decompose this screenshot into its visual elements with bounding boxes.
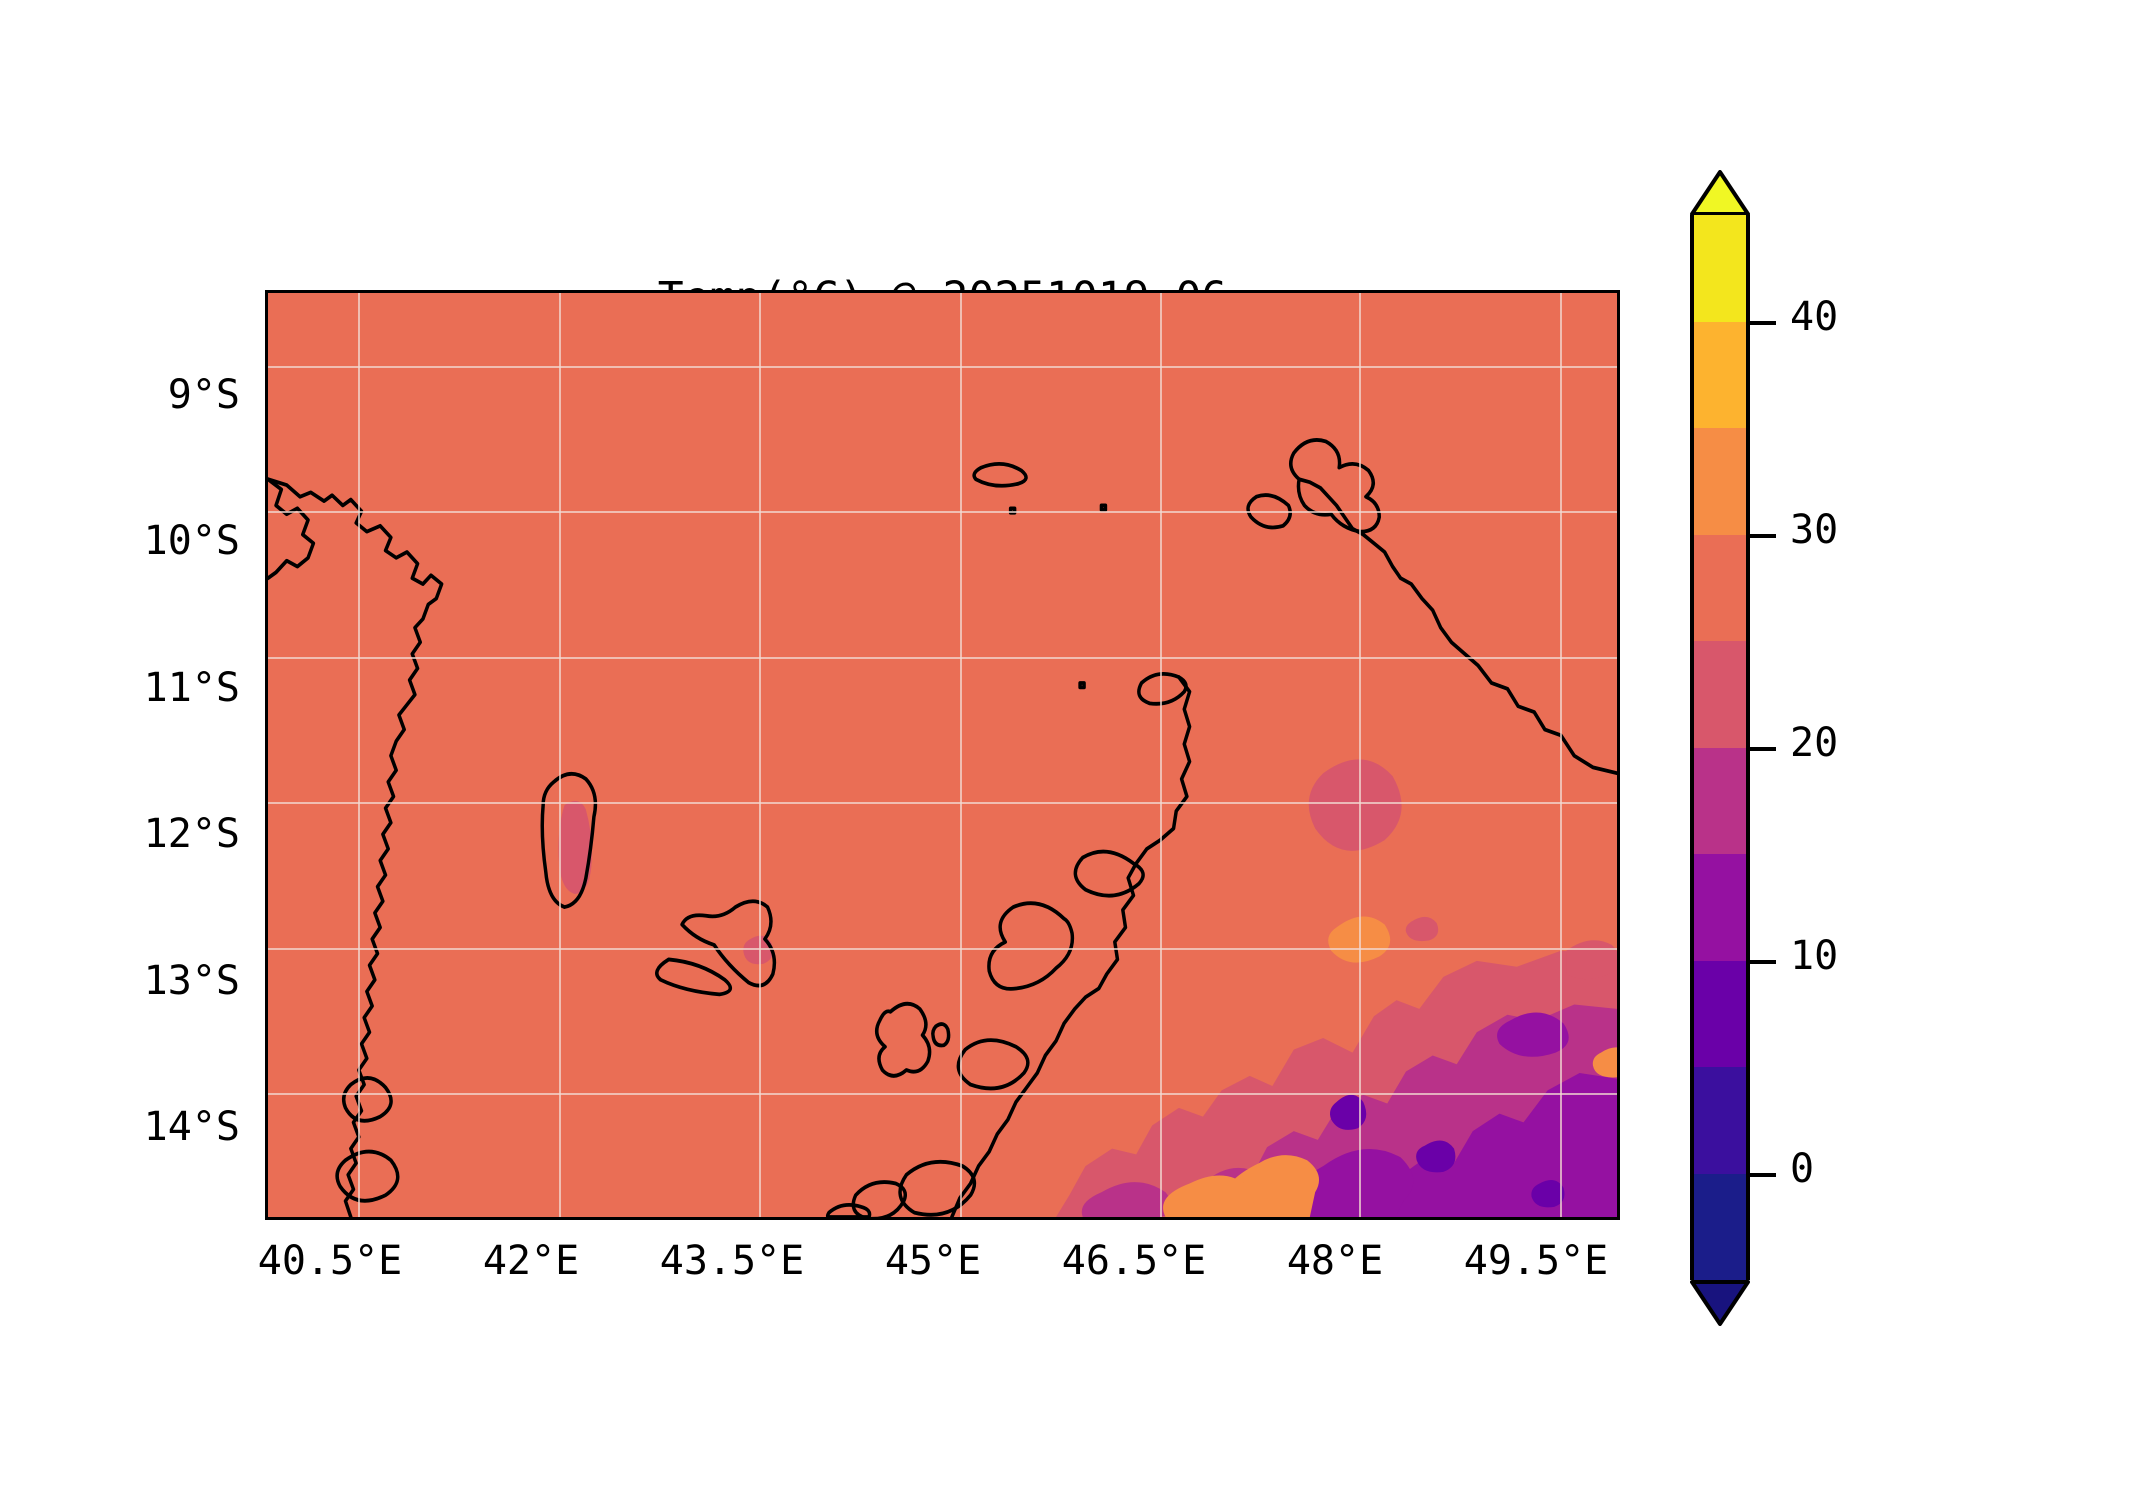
colorbar-band-20-25	[1690, 641, 1750, 748]
colorbar-ticklabel-0: 0	[1790, 1146, 1815, 1192]
coastline-mayotte-islet	[931, 1022, 951, 1048]
colorbar-tick-40	[1750, 321, 1776, 325]
coastline-madagascar-west	[950, 675, 1192, 1217]
band-5-10-kernel-b	[1329, 1094, 1367, 1130]
colorbar: 40 30 20 10 0	[1690, 170, 1838, 1326]
coastline-madagascar-peninsula	[987, 901, 1075, 991]
temperature-contour-field	[268, 293, 1617, 1217]
coastline-islet-dot-c	[1078, 681, 1086, 690]
colorbar-band-40-45	[1690, 215, 1750, 322]
coastlines-group	[268, 438, 1617, 1217]
band-30-35-bay	[1328, 916, 1391, 963]
band-20-25-north-dot	[1405, 916, 1439, 942]
band-20-25-north-plateau	[1308, 759, 1402, 851]
ytick-label-10S: 10°S	[143, 518, 240, 564]
band-30-35-sliver	[1592, 1047, 1617, 1078]
colorbar-ticklabel-20: 20	[1790, 720, 1839, 766]
colorbar-band-35-40	[1690, 321, 1750, 428]
colorbar-under-arrow	[1690, 1280, 1750, 1326]
xtick-label-49-5E: 49.5°E	[1463, 1238, 1609, 1284]
ytick-label-11S: 11°S	[143, 665, 240, 711]
colorbar-band-30-35	[1690, 428, 1750, 535]
map-axes	[265, 290, 1620, 1220]
gridline-lat-14	[268, 1093, 1617, 1096]
colorbar-ticklabel-10: 10	[1790, 933, 1839, 979]
colorbar-ticklabel-40: 40	[1790, 294, 1839, 340]
band-20-25-grande-comore	[558, 801, 592, 894]
colorbar-over-arrow	[1690, 170, 1750, 216]
ytick-label-14S: 14°S	[143, 1104, 240, 1150]
band-10-15-core-a	[1387, 1072, 1617, 1217]
band-5-10-kernel-a	[1416, 1140, 1456, 1173]
colorbar-band-m5-0	[1690, 1173, 1750, 1280]
contour-svg	[268, 293, 1617, 1217]
colorbar-tick-20	[1750, 747, 1776, 751]
ytick-label-12S: 12°S	[143, 811, 240, 857]
band-10-15-core-b	[1293, 1148, 1414, 1217]
coastline-madagascar-bombetoka	[956, 1038, 1030, 1091]
band-15-20-island	[1081, 1182, 1173, 1217]
gridline-lat-10	[268, 511, 1617, 514]
colorbar-band-25-30	[1690, 534, 1750, 641]
colorbar-tick-0	[1750, 1173, 1776, 1177]
ytick-label-9S: 9°S	[167, 372, 240, 418]
colorbar-band-15-20	[1690, 747, 1750, 854]
coastline-madagascar-sw-islet	[851, 1180, 908, 1217]
xtick-label-45E: 45°E	[884, 1238, 982, 1284]
gridline-lon-46-5	[1159, 293, 1162, 1217]
xtick-label-40-5E: 40.5°E	[257, 1238, 403, 1284]
coastline-madagascar-sw-estuary	[898, 1159, 977, 1217]
gridline-lon-43-5	[759, 293, 762, 1217]
band-20-25-notch	[1566, 940, 1617, 980]
gridline-lon-42	[559, 293, 562, 1217]
coastline-islet-north	[972, 462, 1028, 488]
coastline-mozambique	[268, 477, 444, 1217]
colorbar-ticklabel-30: 30	[1790, 507, 1839, 553]
coastline-madagascar-cape-nord	[1289, 438, 1381, 534]
gridline-lon-49-5	[1560, 293, 1563, 1217]
coastline-mozambique-cape	[335, 1149, 400, 1203]
colorbar-tick-10	[1750, 960, 1776, 964]
coastline-islet-dot-b	[1099, 503, 1108, 512]
gridline-lon-45	[960, 293, 963, 1217]
colorbar-band-10-15	[1690, 854, 1750, 961]
band-30-35-south	[1163, 1175, 1254, 1217]
colorbar-bands	[1690, 215, 1750, 1280]
xtick-label-48E: 48°E	[1286, 1238, 1384, 1284]
band-10-15-core-d	[1497, 1012, 1569, 1057]
band-5-10-kernel-c	[1531, 1180, 1565, 1208]
coastline-moheli	[655, 957, 733, 997]
xtick-label-42E: 42°E	[482, 1238, 580, 1284]
gridline-lat-11	[268, 657, 1617, 660]
coastline-grande-comore	[540, 772, 598, 909]
colorbar-band-0-5	[1690, 1067, 1750, 1174]
coastline-mayotte	[874, 1001, 932, 1078]
colorbar-band-5-10	[1690, 960, 1750, 1067]
coastline-madagascar-nosybe	[1246, 493, 1292, 530]
xtick-label-46-5E: 46.5°E	[1061, 1238, 1207, 1284]
coastline-anjouan	[680, 899, 777, 988]
gridline-lon-48	[1359, 293, 1362, 1217]
coastline-madagascar-mahajanga-bay	[1073, 849, 1145, 898]
gridline-lat-13	[268, 948, 1617, 951]
colorbar-tick-30	[1750, 534, 1776, 538]
xtick-label-43-5E: 43.5°E	[659, 1238, 805, 1284]
gridline-lat-12	[268, 802, 1617, 805]
coastline-madagascar-sw-tip	[825, 1203, 872, 1217]
coastline-mozambique-inlet	[268, 477, 316, 581]
gridline-lat-9	[268, 365, 1617, 368]
ytick-label-13S: 13°S	[143, 958, 240, 1004]
coastline-mozambique-bay	[341, 1076, 393, 1123]
gridline-lon-40-5	[358, 293, 361, 1217]
